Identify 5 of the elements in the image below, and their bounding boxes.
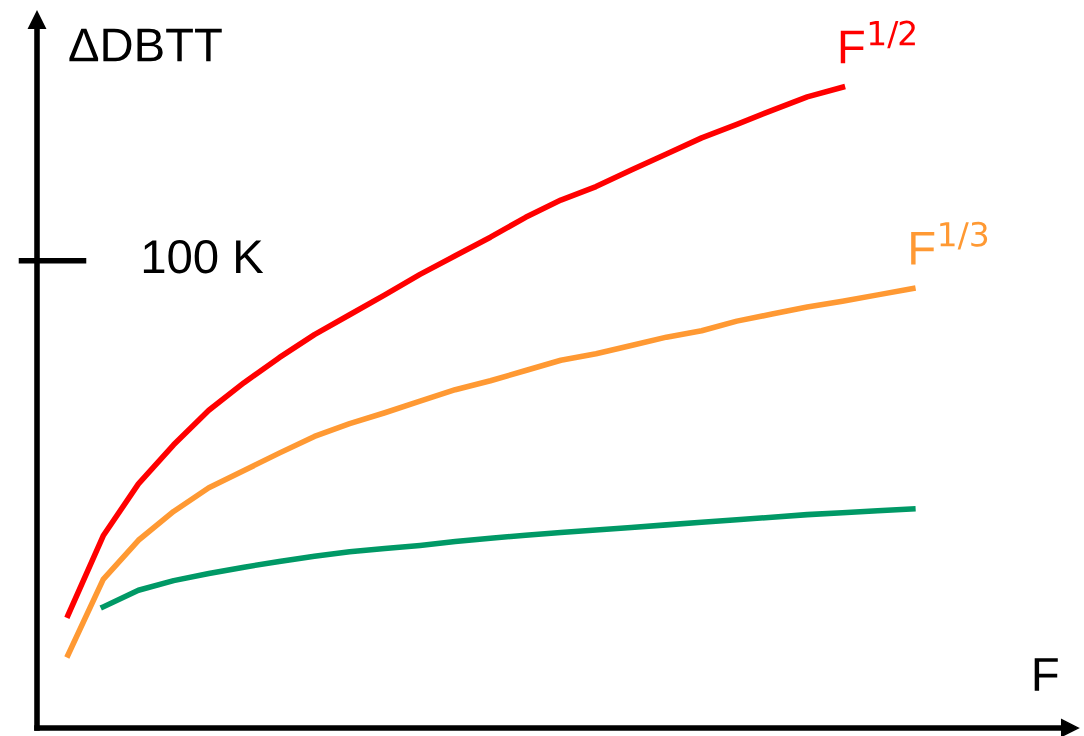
x-axis-title: F [1034,658,1058,691]
y-axis-title: ΔDBTT [69,28,222,62]
series-label: F$^{1/3}$ [911,221,988,265]
annotation: 100 K [143,239,264,274]
series-label: F$^{1/2}$ [840,20,915,64]
